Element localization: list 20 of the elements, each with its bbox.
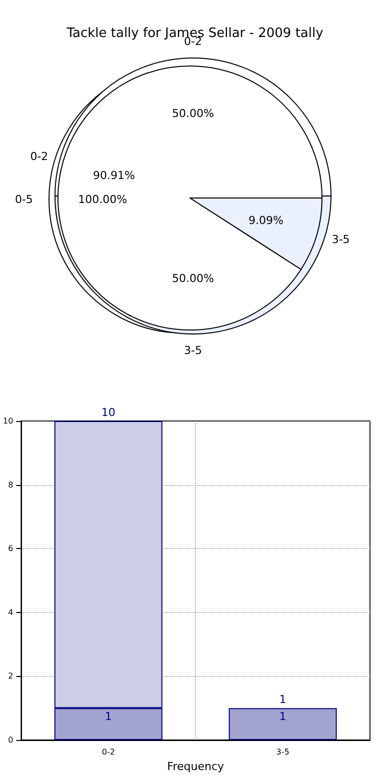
y-tick-label: 8	[8, 480, 14, 490]
slice-label: 0-2	[30, 150, 48, 163]
data-label: 50.00%	[172, 106, 214, 120]
data-label: 9.09%	[248, 214, 284, 227]
y-tick-label: 4	[8, 608, 14, 617]
total-label: 1	[279, 693, 286, 706]
slice-label: 0-5	[14, 192, 33, 206]
y-tick-label: 0	[8, 736, 14, 744]
x-axis-title: Frequency	[167, 760, 224, 773]
y-tick-label: 2	[8, 672, 14, 681]
data-label: 90.91%	[93, 169, 135, 182]
y-tick-label: 6	[8, 544, 14, 554]
data-label: 100.00%	[78, 192, 128, 206]
data-label: 1	[104, 710, 112, 724]
slice-label: 3-5	[184, 344, 202, 358]
data-label: 50.00%	[172, 272, 214, 286]
total-label: 10	[101, 406, 116, 419]
y-tick-label: 10	[2, 416, 14, 426]
slice-label: 3-5	[332, 233, 350, 246]
data-label: 1	[279, 710, 286, 724]
